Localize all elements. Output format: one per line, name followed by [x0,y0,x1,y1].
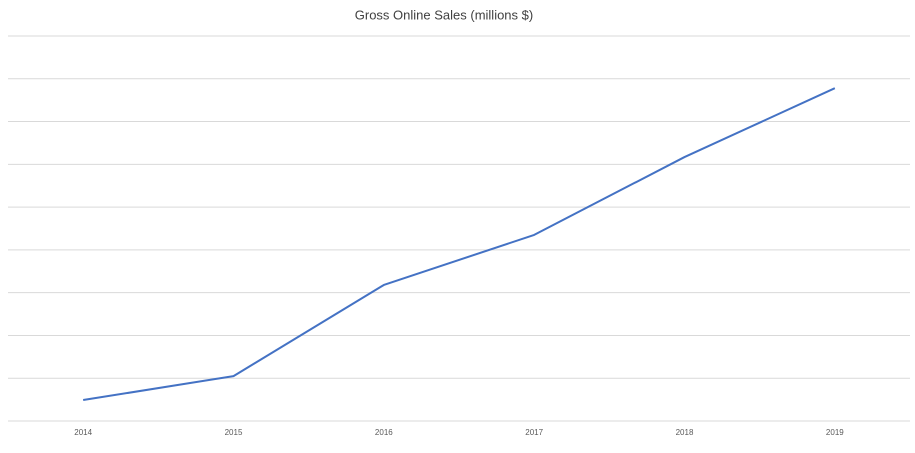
x-tick-label: 2014 [74,428,92,437]
x-tick-label: 2018 [676,428,694,437]
x-tick-label: 2017 [525,428,543,437]
chart-title: Gross Online Sales (millions $) [355,7,533,22]
x-tick-label: 2019 [826,428,844,437]
x-tick-label: 2015 [225,428,243,437]
line [83,87,836,402]
x-tick-label: 2016 [375,428,393,437]
